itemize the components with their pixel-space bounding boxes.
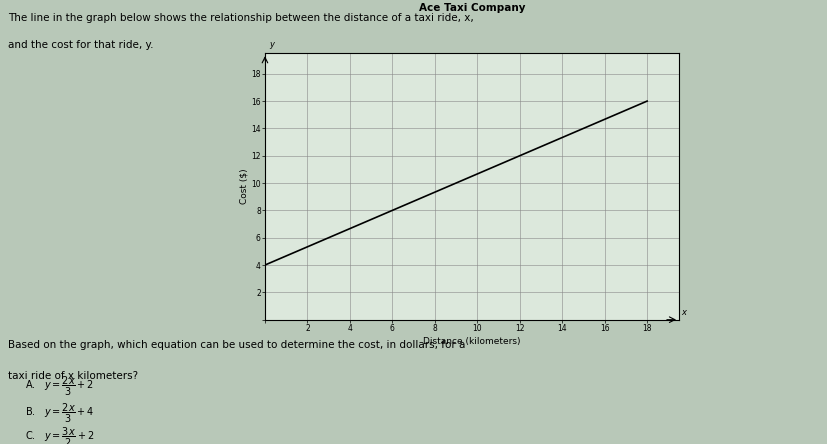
Text: The line in the graph below shows the relationship between the distance of a tax: The line in the graph below shows the re… [8, 13, 473, 24]
Text: y: y [269, 40, 274, 49]
Text: B.   $y = \dfrac{2x}{3} + 4$: B. $y = \dfrac{2x}{3} + 4$ [25, 402, 94, 425]
Text: x: x [681, 308, 686, 317]
Text: A.   $y = \dfrac{2x}{3} + 2$: A. $y = \dfrac{2x}{3} + 2$ [25, 375, 94, 398]
Y-axis label: Cost ($): Cost ($) [239, 169, 248, 204]
Text: and the cost for that ride, y.: and the cost for that ride, y. [8, 40, 154, 50]
Text: C.   $y = \dfrac{3x}{2} + 2$: C. $y = \dfrac{3x}{2} + 2$ [25, 426, 94, 444]
Text: Based on the graph, which equation can be used to determine the cost, in dollars: Based on the graph, which equation can b… [8, 340, 465, 350]
Text: taxi ride of x kilometers?: taxi ride of x kilometers? [8, 371, 138, 381]
Text: Cost of a Ride with
Ace Taxi Company: Cost of a Ride with Ace Taxi Company [416, 0, 527, 13]
X-axis label: Distance (kilometers): Distance (kilometers) [423, 337, 520, 346]
